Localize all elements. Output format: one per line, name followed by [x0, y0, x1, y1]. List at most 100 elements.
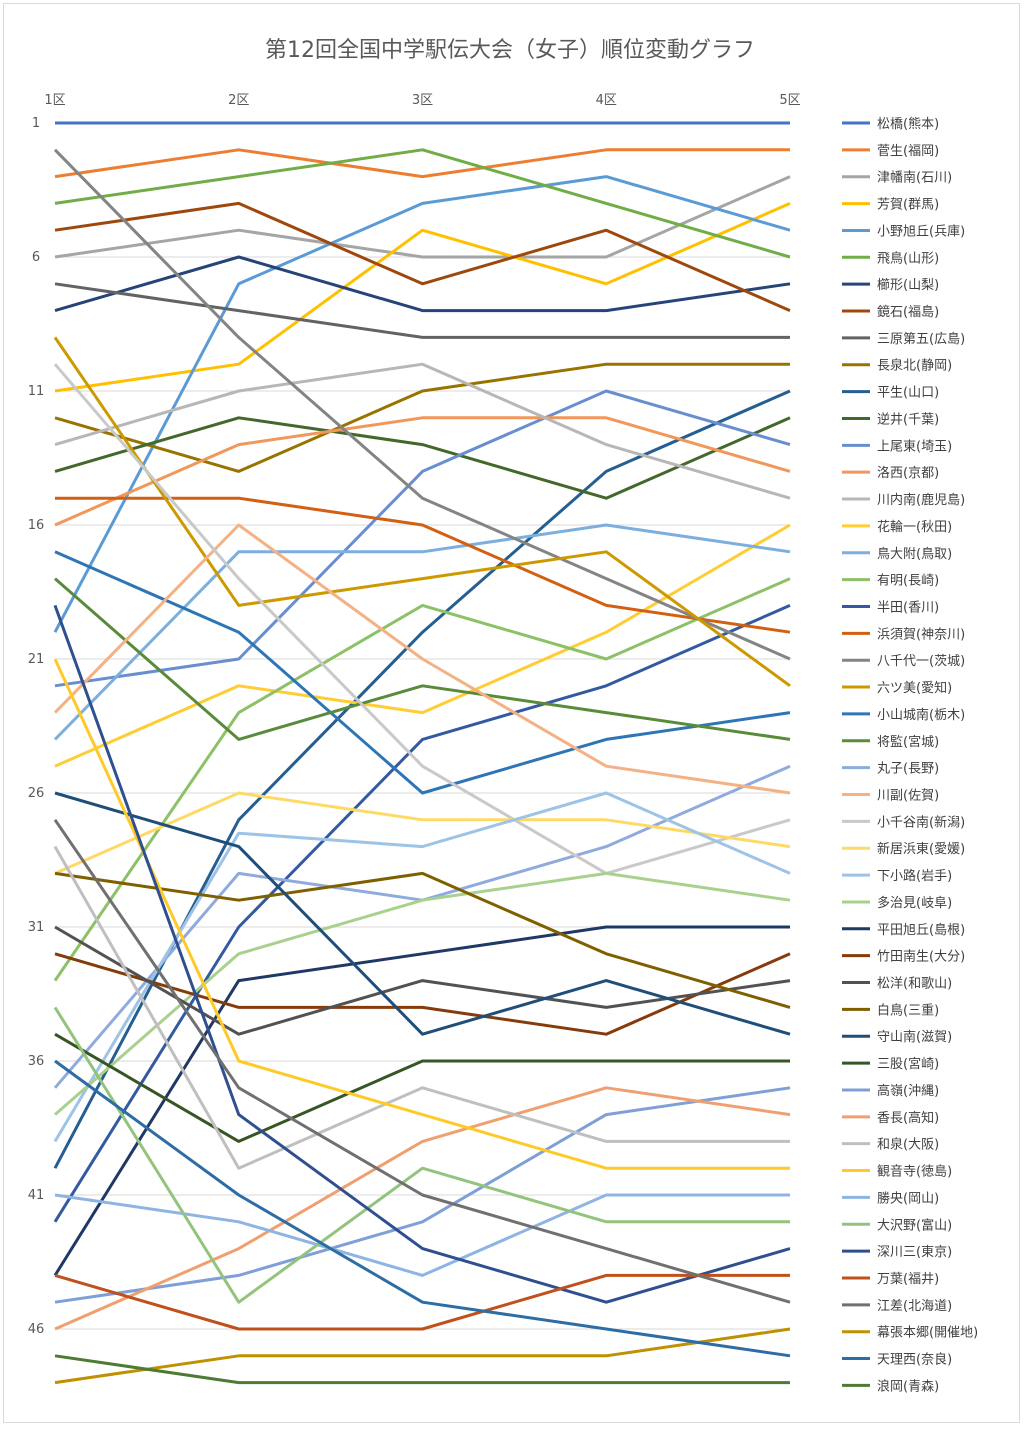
series-line [53, 389, 791, 1169]
legend-label: 万葉(福井) [877, 1272, 939, 1287]
legend-label: 花輪一(秋田) [877, 519, 952, 535]
legend-label: 芳賀(群馬) [877, 198, 939, 213]
series-line [53, 604, 791, 1223]
legend-label: 観音寺(徳島) [877, 1164, 952, 1180]
series-line [54, 1327, 791, 1385]
legend-label: 将監(宮城) [877, 734, 939, 750]
series-line [54, 1354, 790, 1385]
legend-label: 幕張本郷(開催地) [877, 1326, 978, 1341]
series-line [53, 577, 791, 982]
legend-label: 和泉(大阪) [877, 1137, 939, 1153]
legend-label: 松洋(和歌山) [877, 977, 952, 992]
x-tick-label: 1区 [44, 93, 65, 108]
y-tick-label: 1 [32, 116, 40, 131]
y-tick-label: 11 [28, 384, 45, 399]
series-line [53, 845, 790, 1170]
series-line [54, 1059, 791, 1358]
series-line [54, 362, 790, 473]
legend-label: 深川三(東京) [877, 1244, 952, 1260]
series-line [53, 604, 791, 1304]
series-line [54, 871, 791, 1116]
legend-label: 六ツ美(愛知) [877, 680, 952, 696]
legend-label: 鳥大附(鳥取) [877, 547, 952, 562]
legend-label: 浜須賀(神奈川) [877, 627, 965, 642]
series-line [54, 1193, 790, 1277]
legend-label: 松橋(熊本) [877, 116, 939, 132]
series-line [53, 1006, 790, 1304]
series-line [54, 201, 791, 312]
series-line [53, 925, 790, 1277]
series-line [54, 577, 791, 741]
series-line [54, 1086, 791, 1304]
series-line [54, 952, 791, 1036]
grid-lines [55, 122, 790, 1330]
legend-label: 高嶺(沖縄) [877, 1083, 939, 1099]
series-line [53, 658, 790, 1170]
legend-label: 多治見(岐阜) [877, 895, 952, 911]
y-tick-label: 26 [28, 786, 45, 801]
series-line [54, 871, 791, 1009]
series-line [54, 791, 791, 875]
series-line [53, 175, 791, 633]
y-tick-label: 6 [32, 250, 40, 265]
series-line [54, 550, 791, 795]
series-line [54, 362, 791, 500]
series-line [54, 282, 790, 339]
legend-label: 平田旭丘(島根) [877, 923, 965, 938]
legend-label: 半田(香川) [877, 600, 939, 615]
series-line [54, 389, 791, 688]
legend-label: 飛鳥(山形) [877, 251, 939, 266]
legend-label: 櫛形(山梨) [877, 278, 939, 293]
x-tick-label: 4区 [596, 93, 617, 108]
series-line [53, 523, 791, 795]
legend-label: 洛西(京都) [877, 466, 939, 481]
legend-label: 三股(宮崎) [877, 1056, 939, 1072]
x-tick-label: 3区 [412, 93, 433, 108]
legend-label: 新居浜東(愛媛) [877, 841, 965, 857]
series-line [54, 148, 791, 259]
legend-label: 上尾東(埼玉) [877, 438, 952, 454]
legend-label: 川副(佐賀) [877, 789, 939, 804]
legend-label: 小千谷南(新潟) [877, 814, 965, 830]
legend-label: 小野旭丘(兵庫) [877, 224, 965, 239]
legend-label: 大沢野(富山) [877, 1217, 952, 1233]
y-tick-label: 16 [28, 518, 45, 533]
legend-label: 竹田南生(大分) [877, 949, 965, 965]
y-tick-label: 46 [28, 1322, 45, 1337]
legend-label: 川内南(鹿児島) [877, 492, 965, 508]
legend-label: 津幡南(石川) [877, 170, 952, 186]
legend-label: 長泉北(静岡) [877, 358, 952, 374]
legend-label: 菅生(福岡) [877, 144, 939, 159]
series-line [53, 148, 791, 661]
legend-label: 守山南(滋賀) [877, 1029, 952, 1045]
legend-label: 逆井(千葉) [877, 411, 939, 427]
x-tick-label: 2区 [228, 93, 249, 108]
chart-title: 第12回全国中学駅伝大会（女子）順位変動グラフ [265, 38, 755, 63]
legend-label: 平生(山口) [877, 386, 939, 401]
legend-label: 八千代一(茨城) [877, 654, 965, 669]
series-line [53, 336, 791, 688]
y-tick-label: 21 [28, 652, 45, 667]
series-line [54, 791, 791, 1036]
series-line [53, 791, 791, 1143]
series-line [54, 1032, 790, 1143]
series-line [54, 148, 790, 179]
series-line [54, 416, 791, 500]
y-tick-label: 36 [28, 1054, 45, 1069]
y-tick-label: 41 [28, 1188, 45, 1203]
chart-frame [3, 3, 1020, 1423]
legend-label: 三原第五(広島) [877, 332, 965, 347]
series-line [54, 1086, 791, 1331]
series-line [55, 496, 791, 634]
series-line [54, 416, 791, 527]
series-line [53, 363, 791, 875]
series-lines [53, 121, 791, 1385]
legend: 松橋(熊本) 菅生(福岡) 津幡南(石川) 芳賀(群馬) 小野旭丘(兵庫) 飛鳥(山形) 櫛… [842, 116, 978, 1394]
x-axis-ticks: 1区 2区 3区 4区 5区 [44, 93, 800, 108]
legend-label: 浪岡(青森) [877, 1379, 939, 1394]
x-tick-label: 5区 [779, 93, 800, 108]
legend-label: 下小路(岩手) [877, 868, 952, 884]
series-line [54, 1273, 790, 1331]
